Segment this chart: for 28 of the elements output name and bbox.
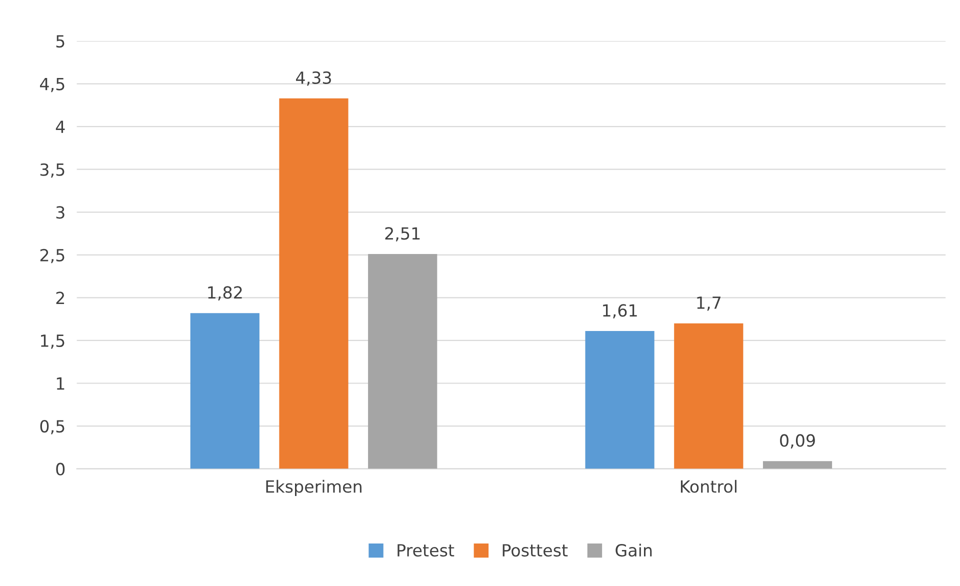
y-tick-label: 5 [56,35,64,48]
data-label: 1,61 [603,304,637,318]
y-tick-label: 0 [56,462,65,476]
bar [279,98,348,469]
data-label: 1,82 [208,286,242,300]
bar [585,331,654,469]
data-label: 4,33 [296,71,331,86]
data-label: 1,7 [697,296,720,311]
y-tick-label: 4 [56,120,65,133]
y-tick-label: 4,5 [40,78,64,92]
y-tick-label: 1 [56,377,64,390]
bar [762,461,832,469]
y-tick-label: 2 [56,292,64,304]
y-tick-label: 3,5 [40,163,64,178]
legend-label: Pretest [398,544,454,557]
legend-label: Gain [616,544,652,557]
x-tick-label: Eksperimen [266,480,362,496]
bar [368,254,438,469]
y-tick-label: 2,5 [40,248,64,264]
bar [190,313,260,469]
y-tick-label: 1,5 [41,334,64,349]
data-label: 2,51 [385,227,420,242]
legend-label: Posttest [502,544,568,557]
x-tick-label: Kontrol [680,480,736,493]
y-tick-label: 0,5 [40,420,64,434]
y-tick-label: 3 [56,206,64,219]
bar [674,323,744,469]
data-label: 0,09 [780,434,815,448]
